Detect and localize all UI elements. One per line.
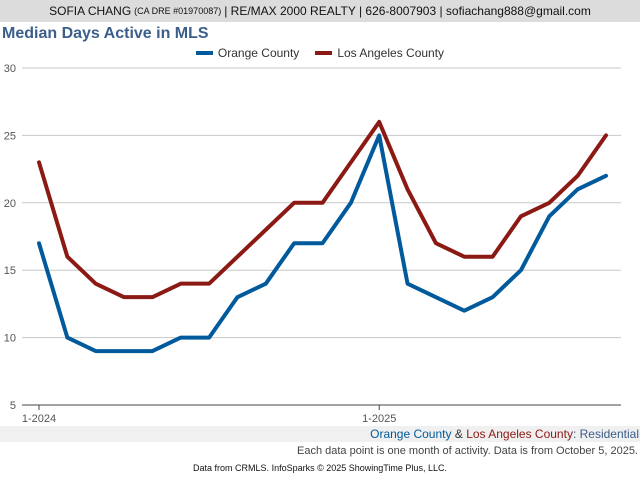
- data-point-los-angeles-county-7-2024: [207, 282, 211, 286]
- data-point-orange-county-3-2024: [94, 349, 98, 353]
- legend-label-orange-county: Orange County: [217, 46, 300, 60]
- legend-swatch-orange-county: [195, 51, 213, 55]
- data-point-los-angeles-county-11-2024: [321, 201, 324, 205]
- data-point-los-angeles-county-1-2024: [37, 160, 41, 164]
- data-point-orange-county-5-2025: [491, 295, 495, 299]
- data-point-los-angeles-county-3-2024: [94, 282, 98, 286]
- data-point-los-angeles-county-2-2025: [406, 187, 410, 191]
- data-point-los-angeles-county-4-2024: [122, 295, 126, 299]
- subtitle-suffix: : Residential: [572, 427, 639, 441]
- data-point-orange-county-8-2025: [576, 187, 580, 191]
- subtitle-ampersand: &: [454, 427, 463, 441]
- data-point-orange-county-9-2024: [264, 282, 268, 286]
- legend-item-los-angeles-county[interactable]: Los Angeles County: [315, 46, 444, 60]
- data-point-los-angeles-county-5-2025: [491, 255, 495, 259]
- y-tick-label-25: 25: [4, 130, 16, 142]
- legend-item-orange-county[interactable]: Orange County: [195, 46, 300, 60]
- data-point-orange-county-7-2025: [547, 214, 551, 218]
- data-point-orange-county-6-2025: [519, 268, 523, 272]
- data-point-los-angeles-county-7-2025: [547, 201, 551, 205]
- chart-legend: Orange County Los Angeles County: [0, 46, 640, 60]
- data-point-los-angeles-county-8-2025: [576, 174, 580, 178]
- agent-license: (CA DRE #01970087): [134, 6, 222, 16]
- data-point-orange-county-10-2024: [292, 241, 296, 245]
- data-point-los-angeles-county-5-2024: [150, 295, 154, 299]
- y-tick-label-15: 15: [4, 265, 16, 277]
- data-point-orange-county-8-2024: [235, 295, 239, 299]
- data-point-los-angeles-county-9-2025: [604, 133, 608, 137]
- data-point-los-angeles-county-8-2024: [235, 255, 239, 259]
- data-point-orange-county-9-2025: [604, 174, 608, 178]
- data-point-los-angeles-county-10-2024: [292, 201, 296, 205]
- subtitle-bar: [0, 426, 640, 442]
- legend-swatch-los-angeles-county: [315, 51, 333, 55]
- data-point-orange-county-1-2025: [377, 133, 381, 137]
- data-point-orange-county-4-2025: [462, 309, 466, 313]
- data-point-los-angeles-county-12-2024: [349, 160, 353, 164]
- data-point-orange-county-3-2025: [434, 295, 438, 299]
- data-point-los-angeles-county-9-2024: [264, 228, 268, 232]
- data-point-orange-county-2-2025: [406, 282, 410, 286]
- chart-subtitle: Orange County & Los Angeles County: Resi…: [370, 427, 639, 441]
- data-point-orange-county-12-2024: [349, 201, 353, 205]
- data-point-orange-county-11-2024: [321, 241, 324, 245]
- agent-header-bar: SOFIA CHANG (CA DRE #01970087) | RE/MAX …: [0, 0, 640, 22]
- data-point-los-angeles-county-1-2025: [377, 120, 381, 124]
- x-tick-label-1-2025: 1-2025: [362, 413, 396, 425]
- subtitle-county-1: Orange County: [370, 427, 452, 441]
- chart-title: Median Days Active in MLS: [2, 25, 209, 42]
- data-point-los-angeles-county-6-2024: [179, 282, 183, 286]
- x-tick-label-1-2024: 1-2024: [22, 413, 56, 425]
- data-point-orange-county-2-2024: [65, 336, 69, 340]
- y-tick-label-10: 10: [4, 333, 16, 345]
- data-point-orange-county-1-2024: [37, 241, 41, 245]
- agent-name: SOFIA CHANG: [49, 4, 132, 18]
- data-credit: Data from CRMLS. InfoSparks © 2025 Showi…: [193, 463, 447, 473]
- legend-label-los-angeles-county: Los Angeles County: [337, 46, 445, 60]
- data-point-orange-county-6-2024: [179, 336, 183, 340]
- data-point-orange-county-7-2024: [207, 336, 211, 340]
- y-tick-label-30: 30: [4, 63, 16, 75]
- data-point-orange-county-5-2024: [150, 349, 154, 353]
- agent-contact-info: | RE/MAX 2000 REALTY | 626-8007903 | sof…: [224, 4, 591, 18]
- data-note: Each data point is one month of activity…: [297, 445, 638, 457]
- data-point-los-angeles-county-6-2025: [519, 214, 523, 218]
- y-tick-label-5: 5: [10, 400, 16, 412]
- y-tick-label-20: 20: [4, 198, 16, 210]
- data-point-los-angeles-county-3-2025: [434, 241, 438, 245]
- data-point-los-angeles-county-4-2025: [462, 255, 466, 259]
- subtitle-county-2: Los Angeles County: [466, 427, 573, 441]
- data-point-los-angeles-county-2-2024: [65, 255, 69, 259]
- data-point-orange-county-4-2024: [122, 349, 126, 353]
